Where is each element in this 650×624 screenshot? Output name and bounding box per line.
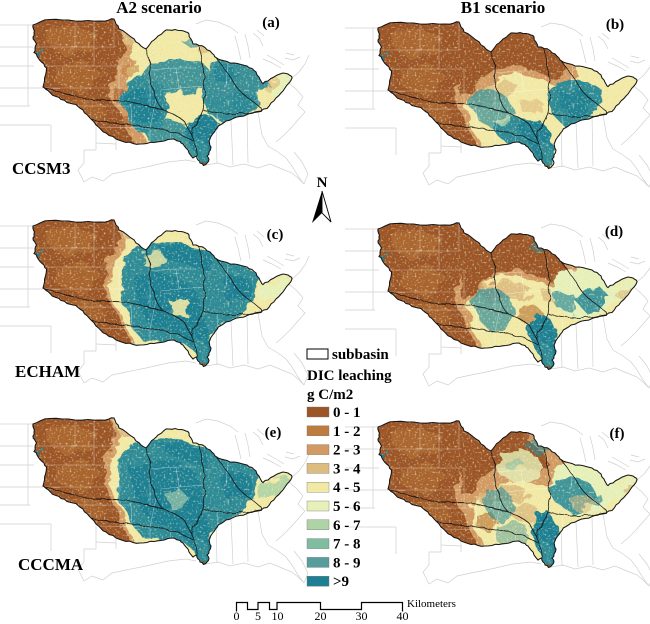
svg-text:5 - 6: 5 - 6 — [333, 499, 361, 515]
svg-text:(f): (f) — [610, 426, 625, 442]
svg-text:40: 40 — [397, 609, 409, 623]
svg-text:5: 5 — [255, 609, 261, 623]
svg-text:(a): (a) — [262, 15, 280, 31]
svg-text:(b): (b) — [606, 17, 624, 33]
svg-text:ECHAM: ECHAM — [15, 362, 80, 381]
svg-text:(c): (c) — [267, 227, 284, 243]
svg-text:20: 20 — [315, 609, 327, 623]
svg-text:>9: >9 — [333, 574, 349, 590]
svg-text:0 - 1: 0 - 1 — [333, 405, 361, 421]
svg-text:A2 scenario: A2 scenario — [116, 0, 201, 17]
svg-text:6 - 7: 6 - 7 — [333, 518, 361, 534]
svg-text:7 - 8: 7 - 8 — [333, 537, 361, 553]
svg-text:2 - 3: 2 - 3 — [333, 443, 361, 459]
svg-text:30: 30 — [356, 609, 368, 623]
svg-text:10: 10 — [272, 609, 284, 623]
svg-text:3 - 4: 3 - 4 — [333, 461, 361, 477]
svg-text:B1 scenario: B1 scenario — [461, 0, 546, 17]
svg-text:Kilometers: Kilometers — [407, 598, 456, 610]
svg-text:N: N — [317, 175, 328, 191]
svg-text:(e): (e) — [265, 425, 282, 441]
svg-text:DIC leaching: DIC leaching — [307, 368, 392, 384]
svg-text:subbasin: subbasin — [332, 347, 389, 363]
svg-text:(d): (d) — [605, 224, 623, 240]
svg-text:8 - 9: 8 - 9 — [333, 555, 361, 571]
svg-text:0: 0 — [234, 609, 240, 623]
svg-text:4 - 5: 4 - 5 — [333, 480, 361, 496]
svg-text:CCCMA: CCCMA — [18, 555, 84, 574]
svg-text:1 - 2: 1 - 2 — [333, 424, 361, 440]
svg-text:g C/m2: g C/m2 — [307, 387, 353, 403]
svg-text:CCSM3: CCSM3 — [12, 159, 71, 178]
